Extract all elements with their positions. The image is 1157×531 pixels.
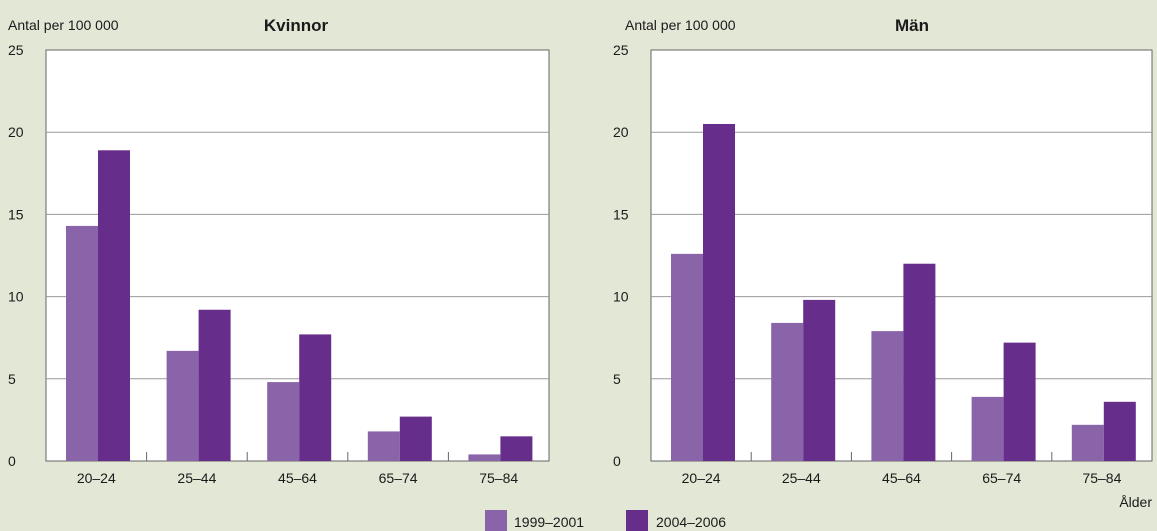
bar-series1 xyxy=(468,454,501,461)
bar-series1 xyxy=(671,253,703,461)
bar-series2 xyxy=(500,436,533,461)
x-tick-label: 75–84 xyxy=(479,470,518,486)
bar-series1 xyxy=(367,431,400,461)
bar-series2 xyxy=(198,309,231,461)
bar-series1 xyxy=(1071,424,1104,461)
bar-series2 xyxy=(399,416,432,461)
x-tick-label: 65–74 xyxy=(982,470,1021,486)
x-tick-label: 65–74 xyxy=(379,470,418,486)
chart-kvinnor: 0 5 10 15 20 25 20–24 25–44 45–64 65–74 75–84 Antal… xyxy=(8,16,550,486)
bar-series1 xyxy=(267,382,300,461)
y-tick-label: 25 xyxy=(613,42,629,58)
bar-series2 xyxy=(1003,342,1036,461)
y-tick-label: 10 xyxy=(8,289,24,305)
x-tick-label: 45–64 xyxy=(882,470,921,486)
y-tick-label: 0 xyxy=(8,453,16,469)
bar-series2 xyxy=(1103,401,1136,461)
x-tick-label: 25–44 xyxy=(782,470,821,486)
bar-series1 xyxy=(66,225,98,461)
bar-series1 xyxy=(871,331,904,461)
x-tick-label: 20–24 xyxy=(77,470,116,486)
y-tick-label: 5 xyxy=(613,371,621,387)
bar-series2 xyxy=(98,150,130,461)
chart-title: Kvinnor xyxy=(264,16,329,35)
bar-series1 xyxy=(971,396,1004,461)
chart-title: Män xyxy=(895,16,929,35)
y-tick-label: 5 xyxy=(8,371,16,387)
y-tick-label: 25 xyxy=(8,42,24,58)
x-tick-label: 25–44 xyxy=(177,470,216,486)
x-tick-label: 45–64 xyxy=(278,470,317,486)
bar-series2 xyxy=(803,299,836,461)
y-tick-label: 15 xyxy=(613,206,629,222)
bar-series1 xyxy=(771,322,804,461)
legend-swatch xyxy=(485,510,507,531)
x-tick-label: 20–24 xyxy=(682,470,721,486)
y-tick-label: 20 xyxy=(8,124,24,140)
y-tick-label: 15 xyxy=(8,206,24,222)
y-tick-label: 20 xyxy=(613,124,629,140)
bar-series2 xyxy=(703,123,735,461)
y-tick-label: 0 xyxy=(613,453,621,469)
bar-series2 xyxy=(903,263,936,461)
bar-series2 xyxy=(299,334,332,461)
y-axis-label: Antal per 100 000 xyxy=(625,17,736,33)
y-tick-label: 10 xyxy=(613,289,629,305)
bar-series1 xyxy=(166,350,199,461)
chart-man: 0 5 10 15 20 25 20–24 25–44 45–64 65–74 75–84 Antal… xyxy=(613,16,1153,510)
y-axis-label: Antal per 100 000 xyxy=(8,17,119,33)
legend-label: 2004–2006 xyxy=(656,514,726,530)
x-axis-label: Ålder xyxy=(1119,494,1152,510)
legend: 1999–2001 2004–2006 xyxy=(485,510,726,531)
x-tick-label: 75–84 xyxy=(1082,470,1121,486)
legend-swatch xyxy=(626,510,648,531)
legend-label: 1999–2001 xyxy=(514,514,584,530)
